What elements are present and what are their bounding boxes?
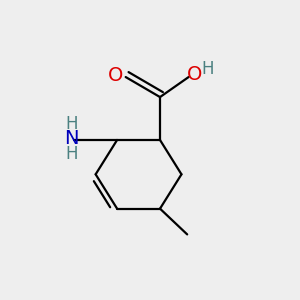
- Text: N: N: [64, 129, 79, 148]
- Text: H: H: [65, 115, 78, 133]
- Text: O: O: [108, 66, 123, 85]
- Text: H: H: [202, 60, 214, 78]
- Text: O: O: [187, 65, 202, 84]
- Text: H: H: [65, 145, 78, 163]
